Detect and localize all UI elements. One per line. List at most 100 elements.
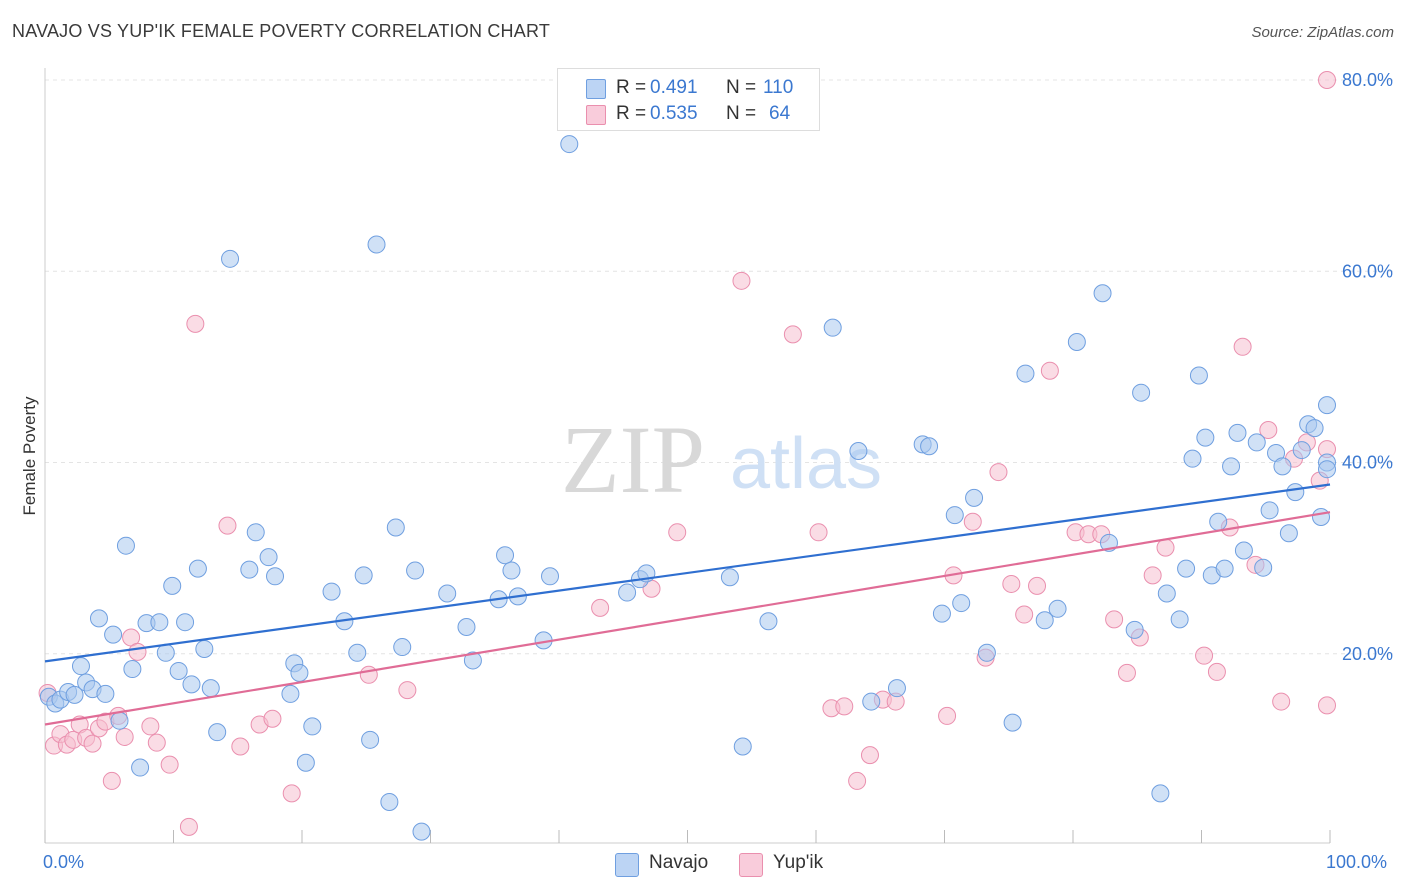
navajo-point bbox=[977, 643, 996, 662]
yupik-point bbox=[835, 697, 854, 716]
yupik-point bbox=[732, 271, 751, 290]
yupik-legend-label: Yup'ik bbox=[773, 852, 824, 873]
navajo-point bbox=[104, 625, 123, 644]
navajo-point bbox=[322, 582, 341, 601]
navajo-point bbox=[361, 730, 380, 749]
navajo-point bbox=[1125, 620, 1144, 639]
y-tick-labels: 20.0% 40.0% 60.0% 80.0% bbox=[1342, 70, 1393, 664]
navajo-point bbox=[367, 235, 386, 254]
yupik-point bbox=[989, 463, 1008, 482]
yupik-point bbox=[1195, 646, 1214, 665]
yupik-point bbox=[186, 314, 205, 333]
correlation-legend: R = 0.491 N = 110 R = 0.535 N = 64 bbox=[557, 68, 820, 131]
navajo-point bbox=[259, 548, 278, 567]
navajo-point bbox=[496, 546, 515, 565]
navajo-point bbox=[1016, 364, 1035, 383]
yupik-point bbox=[1318, 696, 1336, 715]
chart-title: NAVAJO VS YUP'IK FEMALE POVERTY CORRELAT… bbox=[12, 21, 551, 41]
navajo-point bbox=[406, 561, 425, 580]
yupik-point bbox=[1105, 610, 1124, 629]
navajo-point bbox=[176, 613, 195, 632]
yupik-point bbox=[1015, 605, 1034, 624]
navajo-point bbox=[560, 135, 579, 154]
yupik-point bbox=[848, 771, 867, 790]
navajo-point bbox=[1318, 460, 1336, 479]
navajo-point bbox=[89, 609, 108, 628]
navajo-point bbox=[1003, 713, 1022, 732]
navajo-r-label: R = bbox=[616, 77, 647, 98]
yupik-point bbox=[1028, 576, 1047, 595]
navajo-point bbox=[1215, 559, 1234, 578]
navajo-point bbox=[380, 792, 399, 811]
y-axis-label: Female Poverty bbox=[20, 396, 39, 516]
navajo-point bbox=[1312, 508, 1331, 527]
navajo-point bbox=[618, 583, 637, 602]
yupik-point bbox=[160, 755, 179, 774]
navajo-point bbox=[1286, 483, 1305, 502]
yupik-point bbox=[1040, 361, 1059, 380]
navajo-point bbox=[1222, 457, 1241, 476]
watermark: ZIP atlas bbox=[561, 406, 882, 513]
navajo-point bbox=[266, 567, 285, 586]
navajo-point bbox=[965, 488, 984, 507]
navajo-point bbox=[348, 643, 367, 662]
navajo-point bbox=[457, 617, 476, 636]
navajo-point bbox=[182, 675, 201, 694]
navajo-n-value: 110 bbox=[763, 77, 794, 98]
navajo-point bbox=[393, 638, 412, 657]
yupik-point bbox=[668, 523, 687, 542]
navajo-point bbox=[208, 723, 227, 742]
yupik-point bbox=[83, 734, 102, 753]
navajo-n-label: N = bbox=[726, 77, 757, 98]
navajo-point bbox=[116, 536, 135, 555]
navajo-point bbox=[386, 518, 405, 537]
navajo-swatch bbox=[586, 79, 606, 99]
navajo-point bbox=[887, 679, 906, 698]
navajo-point bbox=[463, 651, 482, 670]
yupik-point bbox=[147, 733, 166, 752]
y-tick-label: 60.0% bbox=[1342, 261, 1393, 281]
navajo-point bbox=[1157, 584, 1176, 603]
yupik-point bbox=[860, 746, 879, 765]
navajo-point bbox=[195, 639, 214, 658]
yupik-point bbox=[1143, 566, 1162, 585]
navajo-point bbox=[932, 604, 951, 623]
navajo-point bbox=[1196, 428, 1215, 447]
navajo-point bbox=[823, 318, 842, 337]
navajo-point bbox=[1170, 610, 1189, 629]
navajo-point bbox=[1228, 423, 1247, 442]
navajo-point bbox=[131, 758, 150, 777]
navajo-point bbox=[502, 561, 521, 580]
yupik-point bbox=[115, 727, 134, 746]
navajo-point bbox=[759, 612, 778, 631]
yupik-r-label: R = bbox=[616, 103, 647, 124]
navajo-point bbox=[1254, 558, 1273, 577]
yupik-point bbox=[282, 784, 301, 803]
y-tick-label: 80.0% bbox=[1342, 70, 1393, 90]
navajo-point bbox=[862, 692, 881, 711]
navajo-point bbox=[303, 717, 322, 736]
yupik-r-value: 0.535 bbox=[650, 103, 698, 124]
navajo-point bbox=[354, 566, 373, 585]
navajo-point bbox=[1048, 599, 1067, 618]
navajo-r-value: 0.491 bbox=[650, 77, 698, 98]
yupik-point bbox=[783, 325, 802, 344]
yupik-n-label: N = bbox=[726, 103, 757, 124]
yupik-point bbox=[809, 523, 828, 542]
svg-text:ZIP: ZIP bbox=[561, 406, 705, 513]
navajo-legend-label: Navajo bbox=[649, 852, 709, 873]
navajo-point bbox=[438, 584, 457, 603]
navajo-point bbox=[1247, 433, 1266, 452]
navajo-point bbox=[1189, 366, 1208, 385]
yupik-point bbox=[398, 681, 417, 700]
navajo-legend-swatch bbox=[615, 853, 639, 877]
navajo-point bbox=[221, 249, 240, 268]
yupik-point bbox=[1272, 692, 1291, 711]
yupik-point bbox=[231, 737, 250, 756]
yupik-point bbox=[1156, 538, 1175, 557]
navajo-point bbox=[541, 567, 560, 586]
x-tick-min: 0.0% bbox=[43, 852, 85, 872]
navajo-point bbox=[246, 523, 265, 542]
navajo-point bbox=[1273, 457, 1292, 476]
